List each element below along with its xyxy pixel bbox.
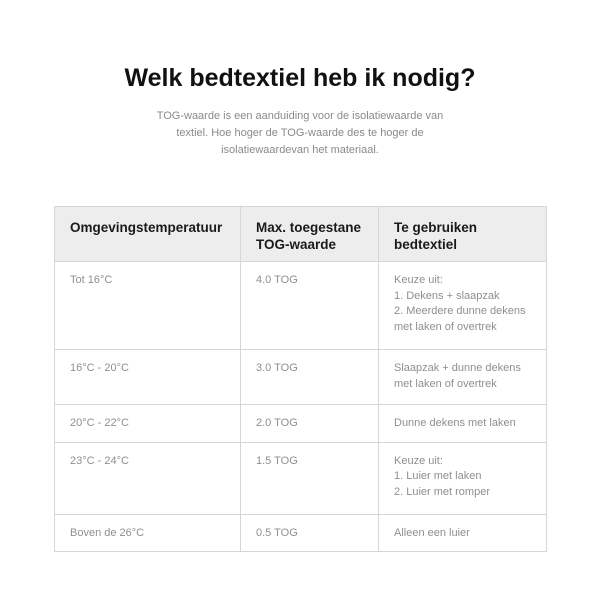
- bedding-line: Alleen een luier: [394, 526, 470, 539]
- bedding-cell: Alleen een luier: [378, 513, 547, 552]
- header-temperature: Omgevingstemperatuur: [54, 206, 241, 262]
- tog-cell: 3.0 TOG: [240, 349, 379, 405]
- bedding-line: 2. Meerdere dunne dekens met laken of ov…: [394, 305, 526, 333]
- tog-table: Omgevingstemperatuur Max. toegestane TOG…: [54, 206, 547, 552]
- bedding-cell: Dunne dekens met laken: [378, 404, 547, 443]
- temperature-cell: 20°C - 22°C: [54, 404, 241, 443]
- bedding-line: Slaapzak + dunne dekens met laken of ove…: [394, 362, 521, 390]
- bedding-line: 2. Luier met romper: [394, 485, 490, 498]
- tog-cell: 2.0 TOG: [240, 404, 379, 443]
- page-title: Welk bedtextiel heb ik nodig?: [124, 64, 476, 92]
- table-row: 16°C - 20°C 3.0 TOG Slaapzak + dunne deken…: [54, 349, 547, 405]
- temperature-cell: 16°C - 20°C: [54, 349, 241, 405]
- temperature-cell: Tot 16°C: [54, 261, 241, 350]
- table-row: 23°C - 24°C 1.5 TOG Keuze uit: 1. Luier met…: [54, 441, 547, 515]
- tog-cell: 4.0 TOG: [240, 261, 379, 350]
- bedding-cell: Slaapzak + dunne dekens met laken of ove…: [378, 349, 547, 405]
- bedding-line: Keuze uit:: [394, 274, 443, 286]
- bedding-cell: Keuze uit: 1. Luier met laken 2. Luier met…: [378, 441, 547, 515]
- intro-text: TOG-waarde is een aanduiding voor de iso…: [156, 110, 444, 156]
- bedding-cell: Keuze uit: 1. Dekens + slaapzak 2. Meerder…: [378, 261, 547, 350]
- table-row: Boven de 26°C 0.5 TOG Alleen een luier: [54, 513, 547, 552]
- tog-cell: 0.5 TOG: [240, 513, 379, 552]
- header-tog: Max. toegestane TOG-waarde: [240, 206, 379, 262]
- tog-cell: 1.5 TOG: [240, 441, 379, 515]
- table-header-row: Omgevingstemperatuur Max. toegestane TOG…: [54, 206, 547, 262]
- temperature-cell: 23°C - 24°C: [54, 441, 241, 515]
- bedding-line: Dunne dekens met laken: [394, 417, 516, 429]
- bedding-line: 1. Luier met laken: [394, 470, 482, 482]
- header-bedding: Te gebruiken bedtextiel: [378, 206, 547, 262]
- table-row: Tot 16°C 4.0 TOG Keuze uit: 1. Dekens + sla…: [54, 261, 547, 350]
- bedding-line: Keuze uit:: [394, 454, 443, 467]
- table-row: 20°C - 22°C 2.0 TOG Dunne dekens met laken: [54, 404, 547, 443]
- temperature-cell: Boven de 26°C: [54, 513, 241, 552]
- bedding-line: 1. Dekens + slaapzak: [394, 289, 500, 302]
